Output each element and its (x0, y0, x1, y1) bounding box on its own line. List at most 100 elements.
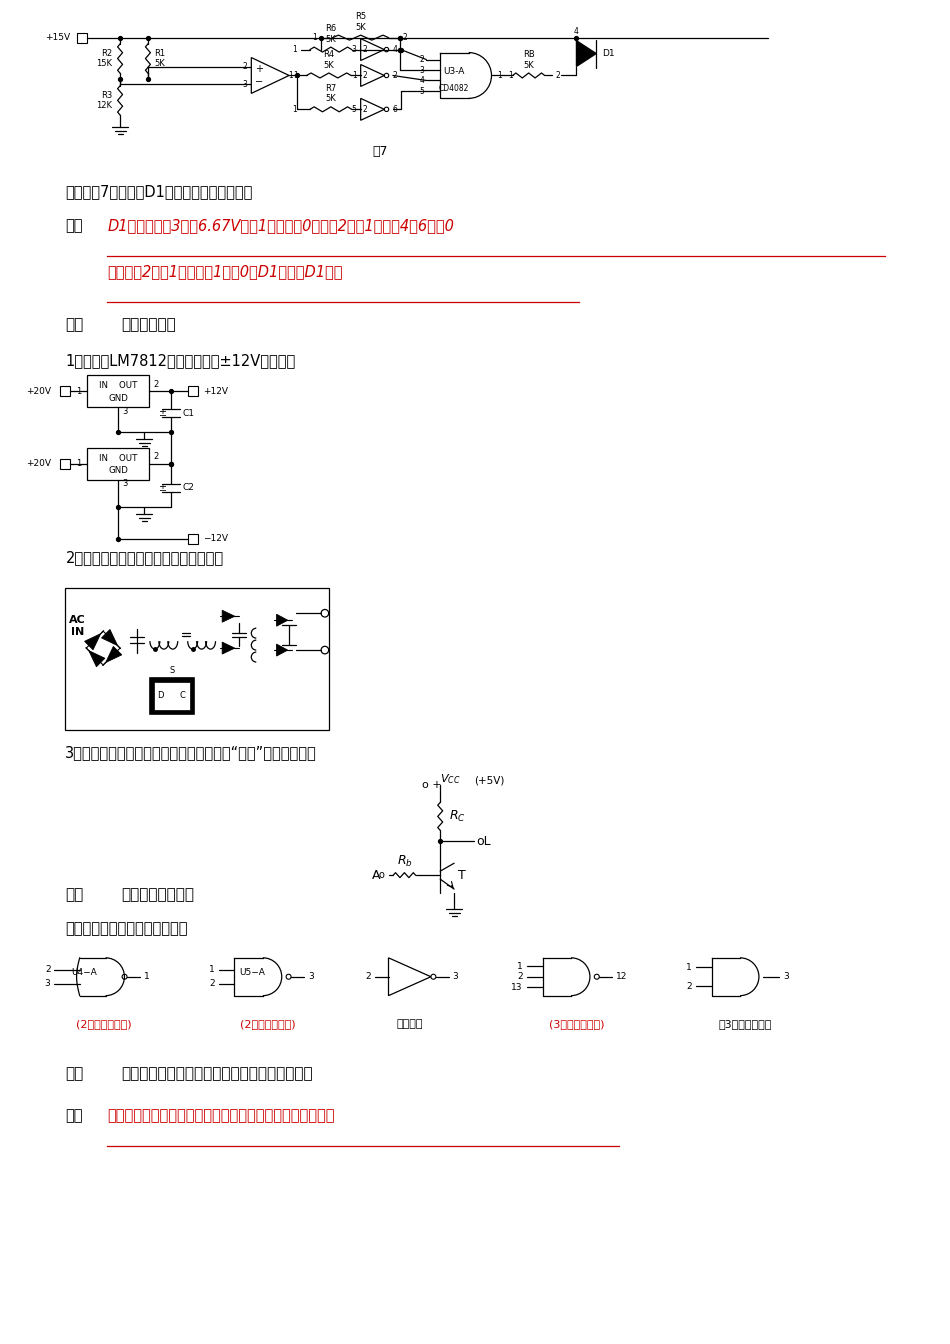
Polygon shape (105, 646, 122, 663)
Text: (2输入端或非门): (2输入端或非门) (76, 1019, 132, 1028)
Text: C: C (180, 691, 185, 700)
Polygon shape (88, 650, 104, 667)
Text: 3: 3 (308, 972, 314, 981)
Text: 3: 3 (419, 66, 425, 75)
Text: 5: 5 (352, 105, 356, 114)
Text: 1: 1 (352, 71, 356, 81)
Text: 2: 2 (363, 105, 368, 114)
Text: 3: 3 (453, 972, 459, 981)
Bar (61, 458, 70, 469)
Text: 1: 1 (313, 34, 317, 42)
Text: $R_C$: $R_C$ (449, 809, 466, 824)
Text: 2: 2 (403, 34, 408, 42)
Text: GND: GND (108, 394, 128, 403)
Text: U4−A: U4−A (71, 968, 97, 977)
Text: 五、: 五、 (66, 1066, 84, 1082)
Bar (87, 375, 149, 407)
Text: 连锡、虚焊、漏焊、漏件、插反、错件、不贴板、未剪脚、: 连锡、虚焊、漏焊、漏件、插反、错件、不贴板、未剪脚、 (107, 1109, 334, 1124)
Text: +: + (256, 63, 263, 74)
Text: 3: 3 (242, 79, 247, 89)
Bar (188, 386, 198, 396)
Text: 1: 1 (76, 387, 82, 395)
Text: 1: 1 (293, 46, 297, 54)
Text: 1: 1 (497, 71, 502, 81)
Text: +20V: +20V (27, 387, 51, 395)
Text: 2: 2 (45, 965, 50, 974)
Text: 1: 1 (288, 71, 293, 81)
Text: R4
5K: R4 5K (323, 50, 334, 70)
Text: R7
5K: R7 5K (325, 83, 336, 103)
Text: 1: 1 (209, 965, 215, 974)
Text: R6
5K: R6 5K (325, 24, 336, 43)
Text: 2: 2 (392, 71, 397, 81)
Text: 2: 2 (363, 46, 368, 54)
Text: $V_{CC}$: $V_{CC}$ (440, 773, 461, 786)
Text: $R_b$: $R_b$ (396, 853, 412, 870)
Polygon shape (102, 629, 118, 645)
Bar (188, 534, 198, 543)
Text: ±: ± (158, 482, 166, 493)
Text: C1: C1 (182, 409, 195, 418)
Text: ±: ± (158, 409, 166, 418)
Bar (154, 681, 190, 710)
Text: 1: 1 (517, 962, 523, 970)
Text: D: D (157, 691, 163, 700)
Text: 请看上图7。问题：D1亮还是不亮？为什么？: 请看上图7。问题：D1亮还是不亮？为什么？ (66, 184, 253, 199)
Text: 四、: 四、 (66, 887, 84, 902)
Text: 1、用两个LM7812画一个输出为±12V接线图。: 1、用两个LM7812画一个输出为±12V接线图。 (66, 353, 295, 368)
Text: （非门）: （非门） (396, 1019, 423, 1028)
Polygon shape (577, 40, 597, 66)
Text: U5−A: U5−A (239, 968, 265, 977)
Text: R1
5K: R1 5K (154, 48, 165, 69)
Text: +12V: +12V (202, 387, 228, 395)
Text: 2、用方框图画一个简朴开关电源电路。: 2、用方框图画一个简朴开关电源电路。 (66, 551, 223, 566)
Text: 2: 2 (517, 972, 523, 981)
Text: +15V: +15V (46, 34, 70, 42)
Text: 3: 3 (123, 480, 127, 488)
Text: 1: 1 (293, 105, 297, 114)
Text: 常见电路制作: 常见电路制作 (121, 317, 176, 332)
Text: −: − (256, 78, 263, 87)
Text: 1: 1 (76, 460, 82, 468)
Text: oL: oL (476, 835, 490, 848)
Text: 2: 2 (153, 380, 158, 388)
Text: 2: 2 (153, 453, 158, 461)
Text: D1: D1 (602, 50, 615, 58)
Text: 13: 13 (511, 982, 522, 992)
Text: 图7: 图7 (372, 145, 389, 159)
Text: 2: 2 (365, 972, 370, 981)
Polygon shape (276, 644, 288, 656)
Text: 此时与门2脚为1，与门辘1脚为0，D1成立，D1亮。: 此时与门2脚为1，与门辘1脚为0，D1成立，D1亮。 (107, 263, 343, 278)
Text: o +: o + (423, 780, 442, 789)
Text: 2: 2 (209, 978, 215, 988)
Text: C2: C2 (182, 484, 195, 492)
Text: T: T (458, 868, 466, 882)
Text: 1: 1 (293, 71, 297, 81)
Text: D1亮。当比较3脚为6.67V时，1脚输出为0，非门2脚为1，非门4和6脚为0: D1亮。当比较3脚为6.67V时，1脚输出为0，非门2脚为1，非门4和6脚为0 (107, 218, 454, 233)
Text: 1: 1 (508, 71, 513, 81)
Text: 1: 1 (144, 972, 150, 981)
Polygon shape (222, 642, 235, 655)
Text: 答：: 答： (66, 218, 83, 233)
Text: 请您填写以下数字电路符号名称: 请您填写以下数字电路符号名称 (66, 921, 188, 935)
Text: S: S (169, 665, 175, 675)
Text: (2输入端与非门): (2输入端与非门) (240, 1019, 296, 1028)
Text: RB
5K: RB 5K (522, 50, 535, 70)
Text: 2: 2 (420, 55, 425, 65)
Text: 1: 1 (686, 962, 692, 972)
Text: IN    OUT: IN OUT (99, 380, 138, 390)
Text: o: o (379, 870, 385, 880)
Text: 2: 2 (242, 62, 247, 71)
Text: 在插件焊锡生产时常见的人为不良现象有哪些？: 在插件焊锡生产时常见的人为不良现象有哪些？ (121, 1066, 313, 1082)
Bar (77, 32, 87, 43)
Text: −12V: −12V (202, 534, 228, 543)
Text: +20V: +20V (27, 460, 51, 468)
Text: A: A (372, 868, 381, 882)
Text: 3: 3 (45, 978, 50, 988)
Text: 12: 12 (617, 972, 628, 981)
Text: 5: 5 (419, 87, 425, 95)
Text: 2: 2 (556, 71, 560, 81)
Text: 4: 4 (574, 27, 579, 36)
Text: 3、用两个电阵，一个三极管，画出一个与“非门”同等的电路。: 3、用两个电阵，一个三极管，画出一个与“非门”同等的电路。 (66, 745, 317, 759)
Text: 4: 4 (419, 77, 425, 85)
